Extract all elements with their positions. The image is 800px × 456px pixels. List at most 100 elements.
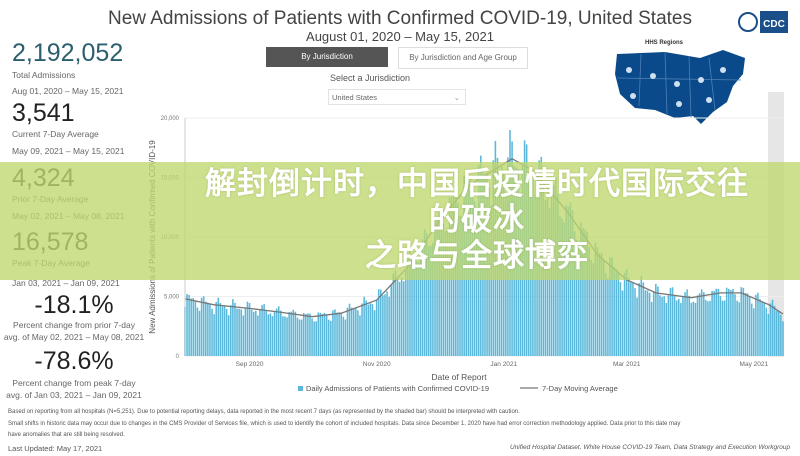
daily-admissions-bar [721, 300, 724, 356]
daily-admissions-bar [596, 247, 599, 356]
daily-admissions-bar [600, 253, 603, 356]
daily-admissions-bar [440, 209, 443, 356]
daily-admissions-bar [252, 311, 255, 356]
daily-admissions-bar [392, 273, 395, 356]
daily-admissions-bar [675, 300, 678, 356]
daily-admissions-bar [565, 205, 568, 356]
daily-admissions-bar [640, 275, 643, 356]
daily-admissions-bar [571, 210, 574, 356]
daily-admissions-bar [265, 310, 267, 356]
daily-admissions-bar [317, 312, 320, 356]
daily-admissions-bar [559, 216, 561, 356]
daily-admissions-bar [671, 287, 674, 356]
daily-admissions-bar [202, 296, 205, 356]
daily-admissions-bar [352, 308, 355, 356]
daily-admissions-bar [334, 309, 336, 356]
daily-admissions-bar [305, 313, 307, 356]
daily-admissions-bar [434, 220, 436, 356]
daily-admissions-bar [400, 277, 403, 356]
tab-by-jurisdiction[interactable]: By Jurisdiction [266, 47, 388, 67]
kpi-value: 3,541 [12, 99, 75, 127]
x-tick-label: Sep 2020 [236, 361, 264, 368]
x-tick-label: May 2021 [740, 361, 769, 368]
daily-admissions-bar [442, 224, 445, 356]
daily-admissions-bar [638, 283, 640, 356]
daily-admissions-bar [611, 257, 613, 356]
date-range-subtitle: August 01, 2020 – May 15, 2021 [306, 29, 494, 44]
daily-admissions-bar [775, 310, 778, 356]
daily-admissions-bar [621, 290, 624, 356]
daily-admissions-bar [634, 288, 636, 356]
daily-admissions-bar [548, 207, 551, 356]
daily-admissions-bar [407, 258, 409, 356]
kpi-date-range: Jan 03, 2021 – Jan 09, 2021 [12, 278, 120, 288]
daily-admissions-bar [371, 303, 374, 356]
daily-admissions-bar [298, 319, 301, 356]
daily-admissions-bar [238, 308, 240, 356]
daily-admissions-bar [696, 295, 699, 356]
daily-admissions-bar [357, 310, 359, 356]
daily-admissions-bar [723, 300, 726, 356]
daily-admissions-bar [263, 304, 265, 356]
daily-admissions-bar [561, 218, 563, 356]
page-title: New Admissions of Patients with Confirme… [108, 8, 692, 29]
x-tick-label: Jan 2021 [490, 361, 517, 368]
daily-admissions-bar [230, 305, 232, 356]
daily-admissions-bar [290, 311, 292, 356]
daily-admissions-bar [188, 294, 190, 356]
daily-admissions-bar [642, 282, 645, 356]
daily-admissions-bar [630, 282, 632, 356]
daily-admissions-bar [588, 247, 590, 356]
jurisdiction-select[interactable]: United States ⌄ [328, 89, 466, 105]
daily-admissions-bar [275, 308, 278, 356]
daily-admissions-bar [300, 319, 303, 356]
daily-admissions-bar [490, 205, 493, 356]
daily-admissions-bar [598, 253, 601, 356]
daily-admissions-bar [582, 227, 584, 356]
daily-admissions-bar [575, 240, 578, 356]
daily-admissions-bar [288, 312, 290, 356]
daily-admissions-bar [380, 289, 382, 356]
daily-admissions-bar [636, 297, 638, 356]
daily-admissions-bar [236, 308, 238, 356]
kpi-value: 2,192,052 [12, 39, 124, 67]
kpi-value: -18.1% [34, 291, 114, 319]
daily-admissions-bar [227, 315, 230, 356]
daily-admissions-bar [742, 287, 745, 356]
daily-admissions-bar [632, 282, 634, 356]
legend-label-daily: Daily Admissions of Patients with Confir… [306, 384, 489, 393]
daily-admissions-bar [186, 294, 188, 356]
daily-admissions-bar [673, 295, 676, 356]
x-tick-label: Mar 2021 [613, 361, 641, 368]
daily-admissions-bar [396, 278, 399, 356]
daily-admissions-bar [759, 299, 761, 356]
daily-admissions-bar [609, 257, 611, 356]
daily-admissions-bar [382, 295, 384, 356]
kpi-date-range: avg. of Jan 03, 2021 – Jan 09, 2021 [6, 390, 142, 400]
daily-admissions-bar [375, 299, 378, 356]
daily-admissions-bar [427, 245, 430, 356]
daily-admissions-bar [344, 319, 347, 356]
daily-admissions-bar [650, 301, 653, 356]
tab-by-jurisdiction-and-age-group[interactable]: By Jurisdiction and Age Group [398, 47, 528, 69]
daily-admissions-bar [267, 314, 270, 356]
daily-admissions-bar [198, 310, 201, 356]
daily-admissions-bar [232, 299, 234, 356]
daily-admissions-bar [613, 266, 615, 356]
daily-admissions-bar [350, 307, 353, 356]
hhs-regions-map[interactable]: HHS Regions [605, 40, 765, 130]
daily-admissions-bar [209, 303, 211, 356]
daily-admissions-bar [725, 287, 728, 356]
svg-text:CDC: CDC [763, 19, 785, 30]
daily-admissions-bar [388, 296, 390, 356]
daily-admissions-bar [459, 216, 461, 356]
daily-admissions-bar [211, 308, 213, 356]
daily-admissions-bar [771, 299, 774, 356]
daily-admissions-bar [315, 321, 317, 356]
daily-admissions-bar [705, 299, 707, 356]
daily-admissions-bar [255, 310, 257, 356]
daily-admissions-bar [225, 308, 228, 356]
daily-admissions-bar [698, 293, 701, 356]
daily-admissions-bar [684, 292, 686, 356]
daily-admissions-bar [367, 304, 370, 356]
